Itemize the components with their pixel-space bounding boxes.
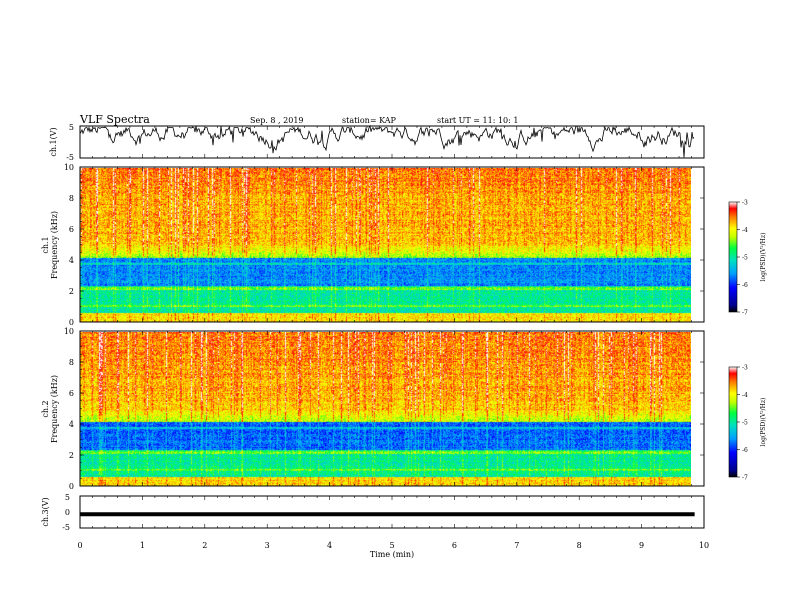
time-tick-label: 1 <box>140 541 145 550</box>
ch1-colorbar-bar <box>728 201 738 313</box>
ch1-colorbar-label: log(PSD)(V²/Hz) <box>760 233 767 282</box>
ch1-colorbar-ticks: -3 -4 -5 -6 -7 <box>737 200 748 317</box>
time-tick-label: 5 <box>389 541 394 550</box>
time-tick-label: 6 <box>452 541 457 550</box>
frequency-tick-label: 10 <box>64 163 74 172</box>
colorbar-tick-label: -7 <box>742 475 748 482</box>
ch1-spectrogram-ylabel-frequency: Frequency (kHz) <box>50 211 59 279</box>
frequency-tick-label: 4 <box>69 256 74 265</box>
time-axis-label: Time (min) <box>370 550 414 559</box>
colorbar-tick-label: -3 <box>742 365 748 372</box>
colorbar-tick-label: -7 <box>742 310 748 317</box>
colorbar-tick-label: -4 <box>742 392 748 399</box>
colorbar-tick-label: -3 <box>742 200 748 207</box>
ch2-spectrogram-ylabel-channel: ch.2 <box>41 400 50 417</box>
time-tick-label: 2 <box>202 541 207 550</box>
frequency-tick-label: 2 <box>69 451 74 460</box>
ch1-spectrogram-yticks: 0 2 4 6 8 10 <box>64 163 704 327</box>
frequency-tick-label: 8 <box>69 194 74 203</box>
figure-start-time: start UT = 11: 10: 1 <box>437 116 518 125</box>
time-tick-label: 3 <box>265 541 270 550</box>
ch1-spectrogram-ylabel-channel: ch.1 <box>41 236 50 253</box>
frequency-tick-label: 6 <box>69 389 74 398</box>
ch1-ytick-bottom: -5 <box>66 153 74 162</box>
frequency-tick-label: 6 <box>69 225 74 234</box>
ch3-ytick-top: 5 <box>65 493 70 502</box>
ch3-ytick-middle: 0 <box>65 508 70 517</box>
time-axis-ticks <box>79 126 705 528</box>
time-tick-label: 0 <box>77 541 82 550</box>
frequency-tick-label: 4 <box>69 420 74 429</box>
ch2-spectrogram-yticks: 0 2 4 6 8 10 <box>64 327 704 491</box>
colorbar-tick-label: -5 <box>742 255 748 262</box>
ch3-ytick-bottom: -5 <box>62 523 70 532</box>
ch2-spectrogram-image <box>80 332 691 486</box>
time-tick-label: 10 <box>699 541 709 550</box>
ch2-colorbar-ticks: -3 -4 -5 -6 -7 <box>737 365 748 482</box>
frequency-tick-label: 2 <box>69 287 74 296</box>
frequency-tick-label: 8 <box>69 358 74 367</box>
colorbar-tick-label: -6 <box>742 447 748 454</box>
time-tick-label: 4 <box>327 541 332 550</box>
figure-station: station= KAP <box>342 116 397 125</box>
ch3-waveform-ylabel: ch.3(V) <box>41 497 50 526</box>
figure-date: Sep. 8 , 2019 <box>250 116 304 125</box>
colorbar-tick-label: -4 <box>742 227 748 234</box>
frequency-tick-label: 10 <box>64 327 74 336</box>
time-tick-label: 8 <box>577 541 582 550</box>
time-tick-label: 7 <box>514 541 519 550</box>
time-tick-label: 9 <box>639 541 644 550</box>
ch1-waveform-ylabel: ch.1(V) <box>49 127 58 156</box>
ch2-colorbar-label: log(PSD)(V²/Hz) <box>760 398 767 447</box>
time-axis-tick-labels: 0 1 2 3 4 5 6 7 8 9 10 <box>77 541 709 550</box>
frequency-tick-label: 0 <box>69 318 74 327</box>
ch2-spectrogram-ylabel-frequency: Frequency (kHz) <box>50 375 59 443</box>
ch1-spectrogram-image <box>80 168 691 322</box>
ch2-colorbar: -3 -4 -5 -6 -7 log(PSD)(V²/Hz) <box>728 365 767 482</box>
ch2-colorbar-bar <box>728 366 738 478</box>
ch1-colorbar: -3 -4 -5 -6 -7 log(PSD)(V²/Hz) <box>728 200 767 317</box>
ch1-waveform-line <box>79 124 695 158</box>
ch1-ytick-top: 5 <box>69 123 74 132</box>
colorbar-tick-label: -5 <box>742 420 748 427</box>
figure-title: VLF Spectra <box>79 113 150 126</box>
ch3-waveform-frame <box>79 495 705 529</box>
colorbar-tick-label: -6 <box>742 282 748 289</box>
frequency-tick-label: 0 <box>69 482 74 491</box>
